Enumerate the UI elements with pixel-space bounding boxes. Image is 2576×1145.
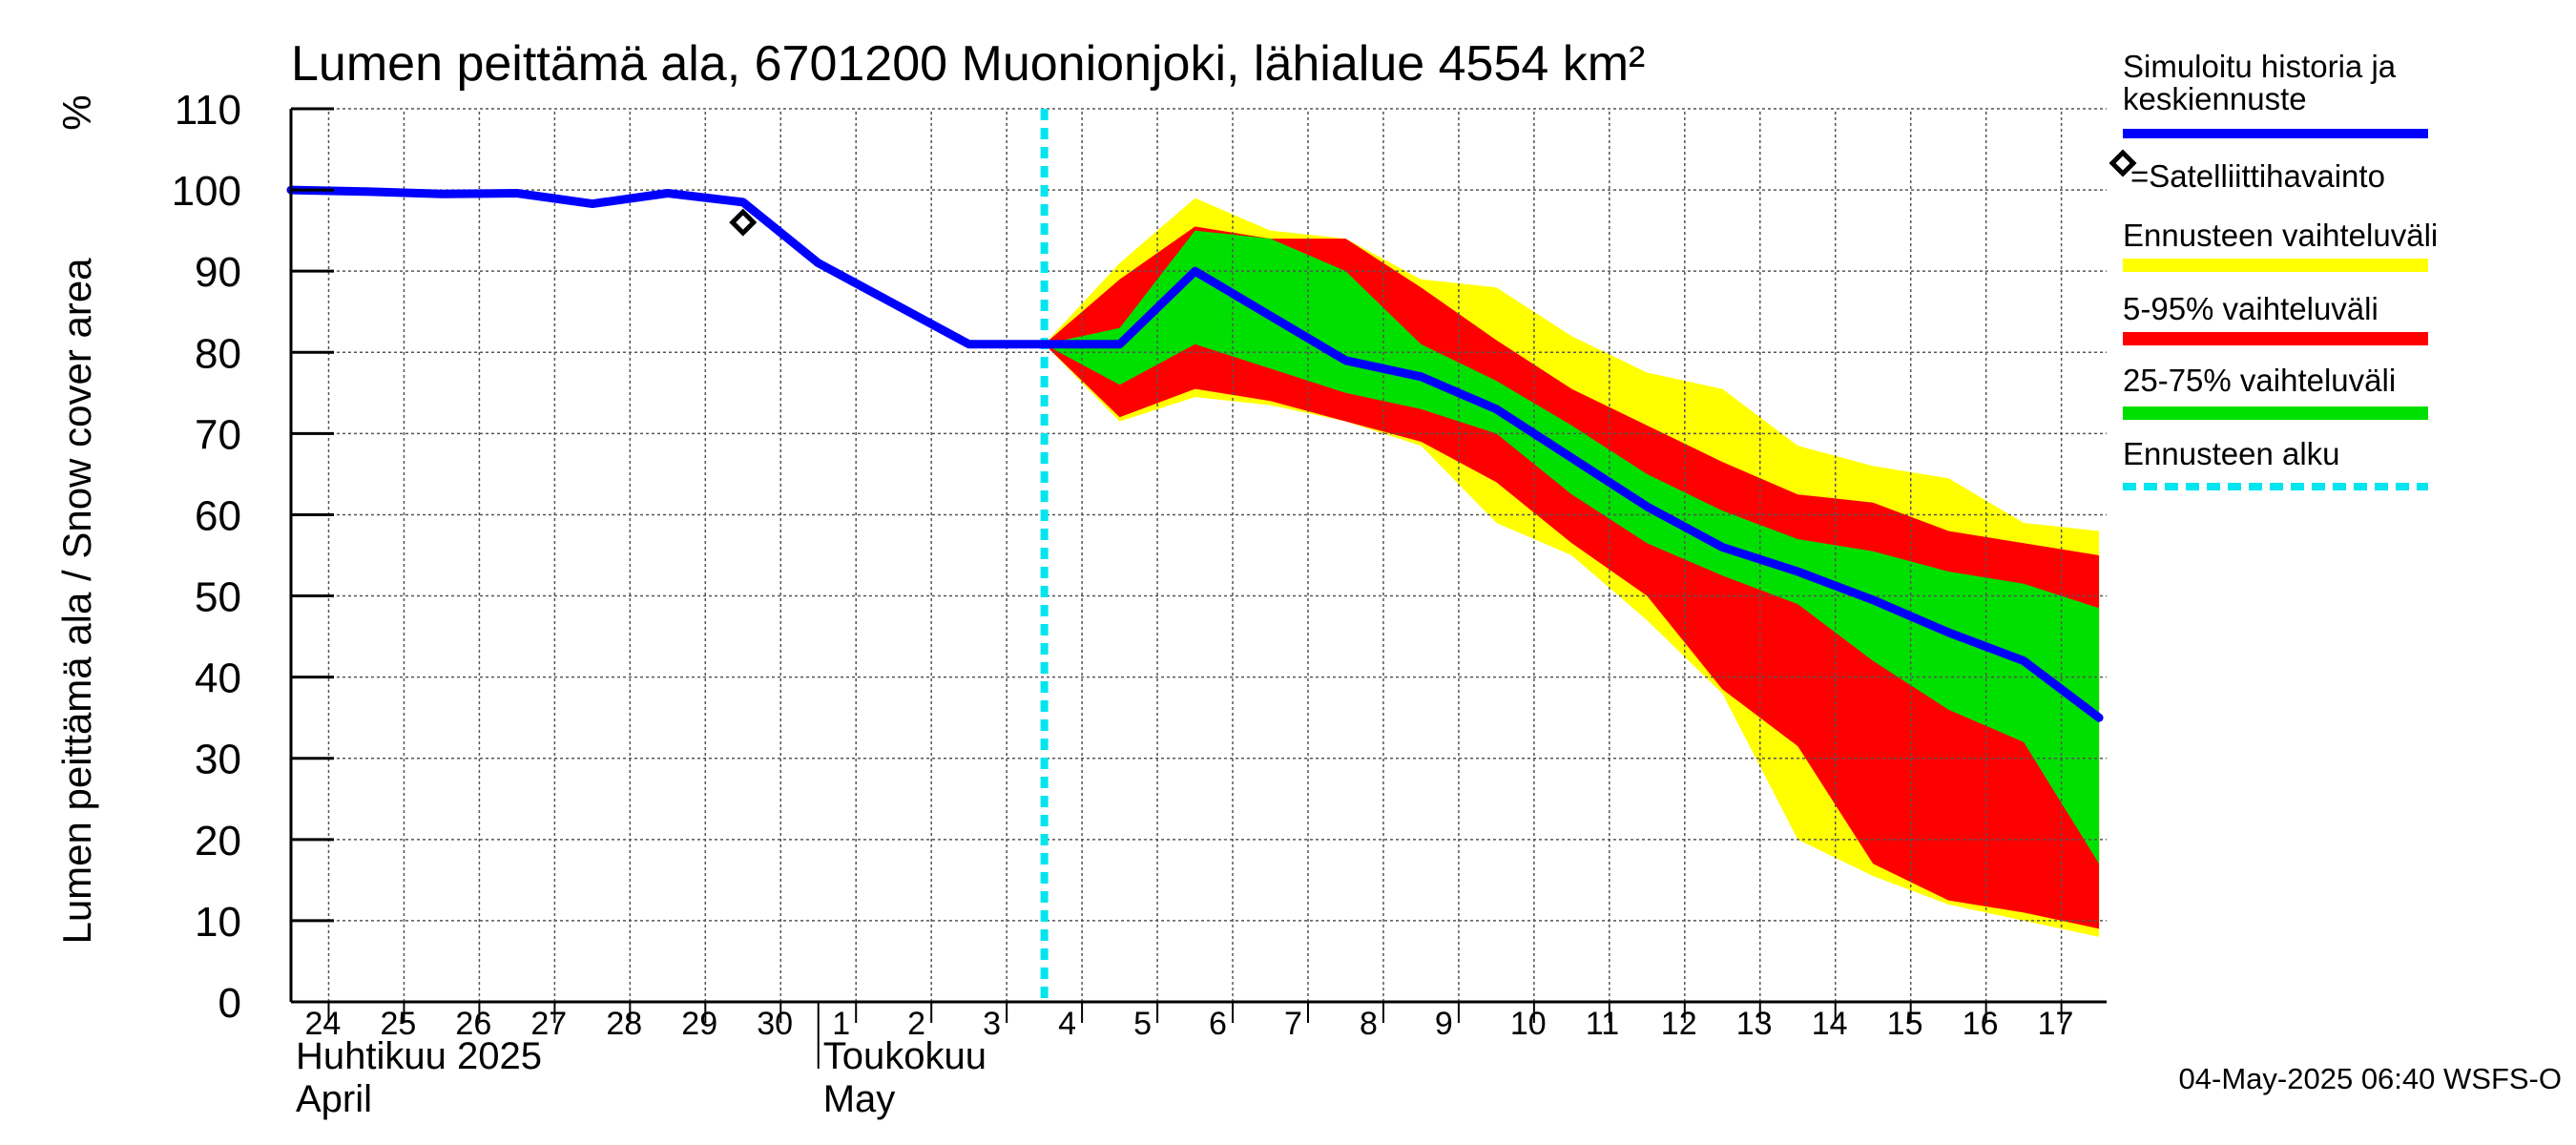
x-tick-label: 14 xyxy=(1812,1006,1848,1042)
month-label-en: May xyxy=(823,1078,896,1120)
x-tick-label: 25 xyxy=(380,1006,416,1042)
x-tick-label: 1 xyxy=(832,1006,850,1042)
forecast-bands xyxy=(1044,198,2100,937)
y-tick-label: 40 xyxy=(195,656,241,702)
legend-label: 5-95% vaihteluväli xyxy=(2123,291,2379,326)
x-tick-label: 24 xyxy=(304,1006,341,1042)
x-tick-label: 2 xyxy=(907,1006,925,1042)
x-tick-label: 8 xyxy=(1360,1006,1378,1042)
legend-label: Ennusteen alku xyxy=(2123,436,2340,471)
month-label-fi: Huhtikuu 2025 xyxy=(296,1035,542,1077)
legend-label: Ennusteen vaihteluväli xyxy=(2123,218,2438,253)
y-tick-label: 60 xyxy=(195,492,241,539)
x-tick-label: 10 xyxy=(1510,1006,1547,1042)
grid-lines xyxy=(291,108,2107,1003)
x-tick-label: 29 xyxy=(681,1006,717,1042)
x-tick-label: 5 xyxy=(1133,1006,1152,1042)
y-tick-label: 100 xyxy=(172,168,241,215)
y-axis-label: Lumen peittämä ala / Snow cover area xyxy=(54,258,99,945)
month-label-en: April xyxy=(296,1078,372,1120)
x-tick-label: 16 xyxy=(1963,1006,1999,1042)
series-lines xyxy=(286,109,2104,1002)
legend-label: =Satelliittihavainto xyxy=(2130,158,2385,194)
x-tick-label: 4 xyxy=(1058,1006,1076,1042)
y-tick-label: 70 xyxy=(195,411,241,458)
y-tick-label: 0 xyxy=(218,980,241,1027)
x-tick-label: 28 xyxy=(606,1006,642,1042)
y-axis-unit: % xyxy=(54,94,99,130)
legend-swatch-diamond xyxy=(2109,149,2137,177)
series-line-median xyxy=(286,185,2104,722)
footer-timestamp: 04-May-2025 06:40 WSFS-O xyxy=(2179,1062,2562,1095)
x-tick-label: 6 xyxy=(1209,1006,1227,1042)
x-tick-label: 3 xyxy=(983,1006,1001,1042)
x-tick-label: 7 xyxy=(1284,1006,1302,1042)
month-label-fi: Toukokuu xyxy=(823,1035,987,1077)
legend-label: Simuloitu historia ja xyxy=(2123,49,2397,84)
x-tick-label: 12 xyxy=(1661,1006,1697,1042)
x-tick-label: 9 xyxy=(1435,1006,1453,1042)
y-tick-label: 50 xyxy=(195,574,241,621)
y-tick-label: 30 xyxy=(195,737,241,783)
legend-label: keskiennuste xyxy=(2123,81,2307,116)
x-tick-label: 26 xyxy=(455,1006,491,1042)
x-tick-label: 13 xyxy=(1736,1006,1773,1042)
x-tick-label: 15 xyxy=(1887,1006,1923,1042)
band-25-75-vaihteluv-li xyxy=(1044,230,2100,864)
y-tick-label: 110 xyxy=(175,87,241,134)
y-tick-label: 80 xyxy=(195,330,241,377)
axes xyxy=(289,107,2107,1069)
legend-label: 25-75% vaihteluväli xyxy=(2123,363,2396,398)
y-tick-label: 10 xyxy=(195,899,241,946)
satellite-observation-point xyxy=(729,208,758,237)
x-tick-label: 17 xyxy=(2038,1006,2074,1042)
chart-title: Lumen peittämä ala, 6701200 Muonionjoki,… xyxy=(291,36,1645,92)
y-tick-label: 90 xyxy=(195,249,241,296)
x-tick-label: 11 xyxy=(1586,1006,1619,1042)
x-tick-label: 30 xyxy=(757,1006,793,1042)
y-tick-label: 20 xyxy=(195,818,241,864)
x-tick-label: 27 xyxy=(530,1006,567,1042)
